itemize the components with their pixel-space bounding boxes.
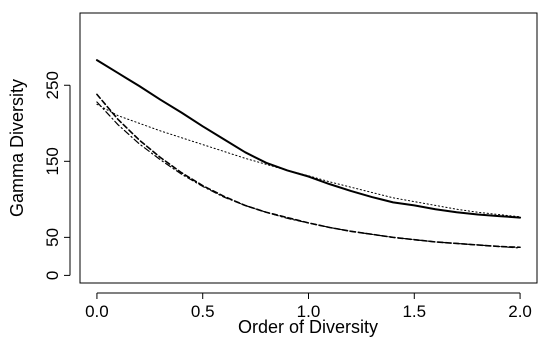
y-tick-label: 0 (43, 271, 62, 280)
x-tick-label: 0.5 (191, 302, 215, 321)
y-axis: 0 50 150 250 (43, 71, 71, 280)
x-tick-label: 1.5 (402, 302, 426, 321)
series-line-solid (95, 59, 522, 219)
y-tick-label: 150 (43, 147, 62, 175)
plot-frame (79, 12, 538, 284)
x-tick-label: 2.0 (508, 302, 532, 321)
x-axis-title: Order of Diversity (238, 317, 378, 337)
x-axis: 0.0 0.5 1.0 1.5 2.0 (85, 292, 532, 321)
y-axis-title: Gamma Diversity (7, 79, 27, 217)
series-layer (95, 59, 522, 249)
series-line-dotdash (96, 101, 521, 249)
x-tick-label: 0.0 (85, 302, 109, 321)
y-tick-label: 50 (43, 228, 62, 247)
x-tick-label: 1.0 (297, 302, 321, 321)
y-tick-label: 250 (43, 71, 62, 99)
series-line-dashed (96, 93, 521, 249)
series-line-dotted (96, 103, 521, 218)
